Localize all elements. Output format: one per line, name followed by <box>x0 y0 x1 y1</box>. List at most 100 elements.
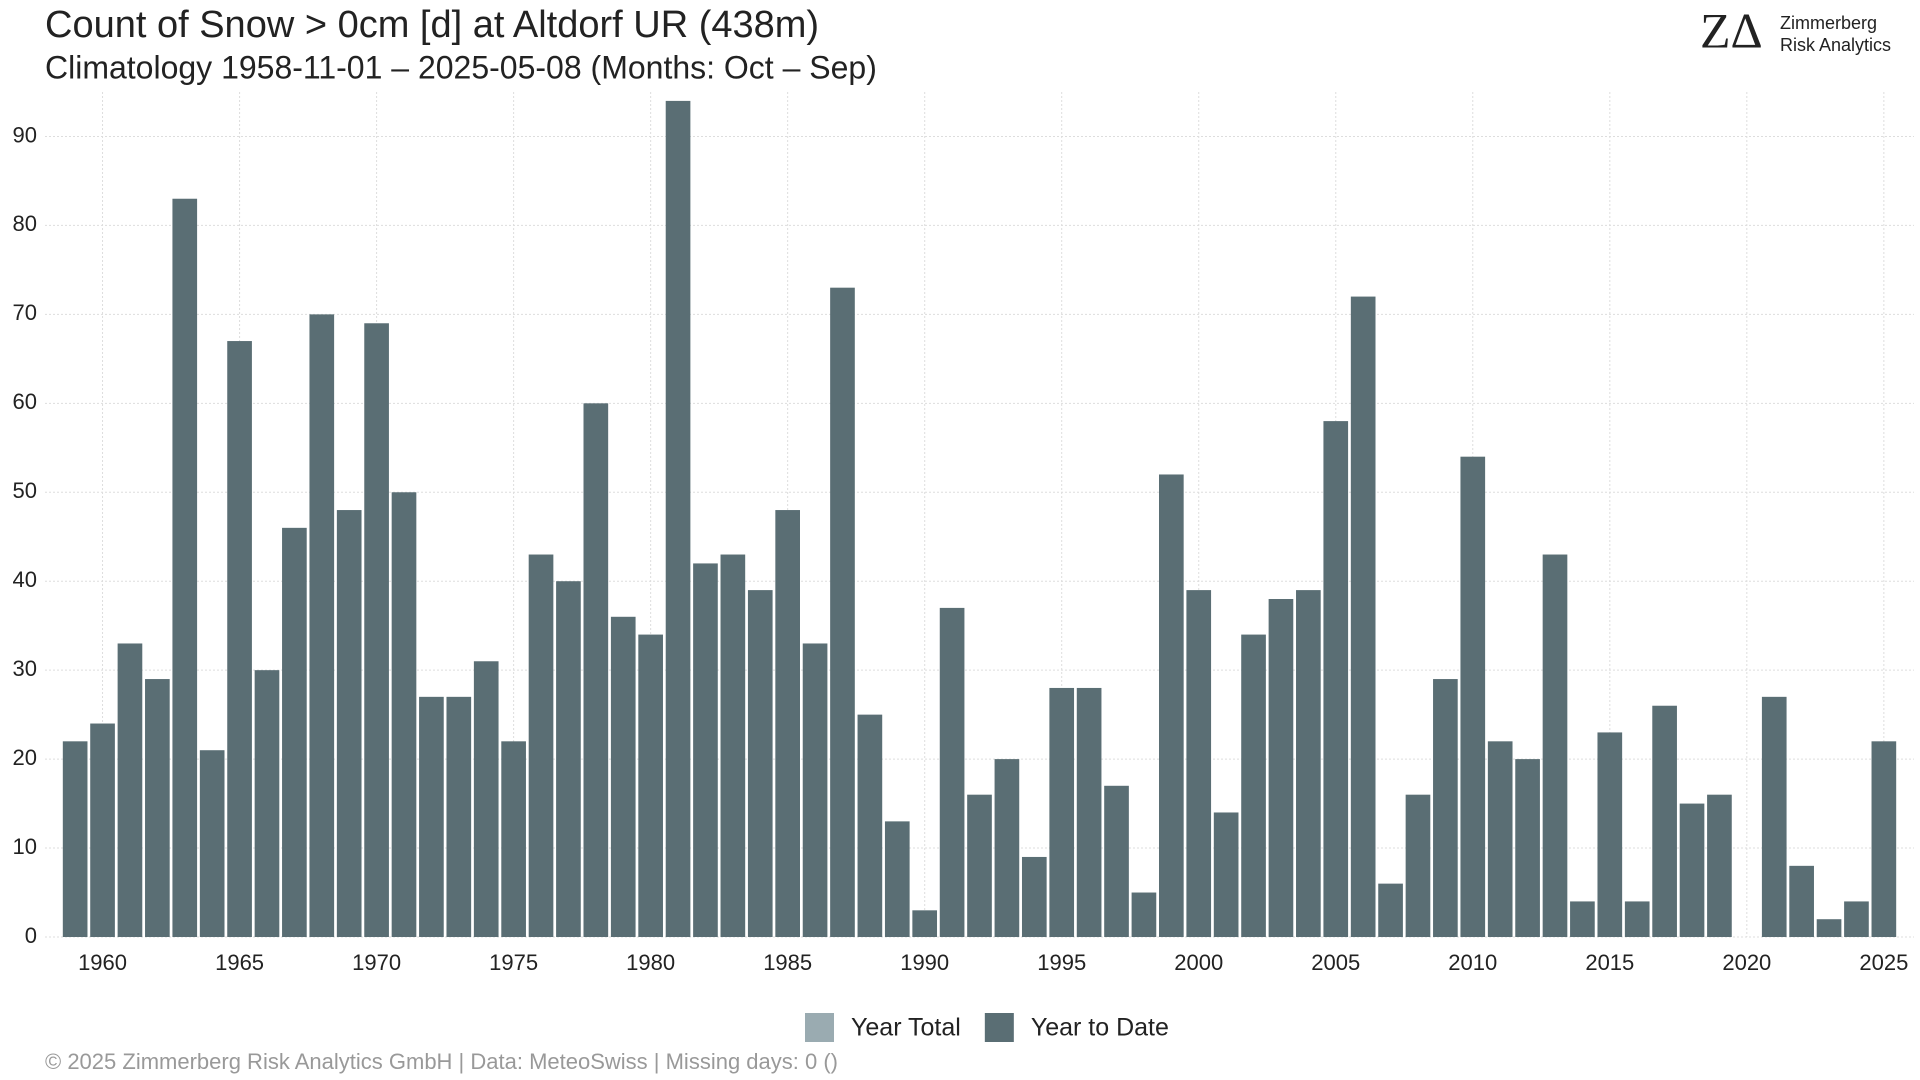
bar <box>1679 803 1705 937</box>
bar <box>1049 687 1075 937</box>
bar <box>1076 687 1102 937</box>
bar <box>720 554 746 937</box>
bar <box>1104 785 1129 937</box>
bar <box>391 492 417 937</box>
bar <box>446 696 472 937</box>
bar <box>336 510 362 937</box>
x-tick-label: 1990 <box>900 950 949 975</box>
x-tick-label: 1975 <box>489 950 538 975</box>
y-tick-label: 20 <box>13 745 37 770</box>
bar <box>528 554 554 937</box>
bar <box>556 581 581 937</box>
bar <box>1542 554 1568 937</box>
legend-swatch <box>984 1013 1014 1042</box>
bar <box>830 287 855 937</box>
bar <box>802 643 828 937</box>
x-tick-label: 2005 <box>1311 950 1360 975</box>
bar <box>638 634 663 937</box>
x-tick-label: 1985 <box>763 950 812 975</box>
bar <box>282 527 307 937</box>
x-tick-label: 1960 <box>78 950 127 975</box>
bar <box>1159 474 1184 937</box>
bar <box>117 643 143 937</box>
bar <box>90 723 115 937</box>
bar <box>747 590 773 937</box>
bar <box>939 607 965 937</box>
x-tick-label: 2015 <box>1585 950 1634 975</box>
bar <box>1323 421 1349 938</box>
bar <box>1460 456 1486 937</box>
bar <box>62 741 88 937</box>
bar <box>145 679 170 937</box>
bar <box>1844 901 1869 937</box>
y-tick-label: 80 <box>13 211 37 236</box>
bar <box>227 341 252 938</box>
bar <box>1296 590 1321 937</box>
x-tick-label: 1995 <box>1037 950 1086 975</box>
y-tick-label: 30 <box>13 656 37 681</box>
bar <box>1213 812 1239 937</box>
bar <box>583 403 609 937</box>
x-tick-label: 1980 <box>626 950 675 975</box>
bar <box>364 323 389 937</box>
x-tick-label: 1970 <box>352 950 401 975</box>
legend-label: Year to Date <box>1031 1014 1169 1042</box>
bar <box>1487 741 1513 937</box>
legend-label: Year Total <box>851 1014 961 1042</box>
y-tick-label: 70 <box>13 300 37 325</box>
x-tick-label: 2000 <box>1174 950 1223 975</box>
x-tick-label: 2020 <box>1722 950 1771 975</box>
bar <box>1597 732 1623 937</box>
y-tick-label: 40 <box>13 567 37 592</box>
bar <box>994 759 1020 937</box>
y-tick-label: 0 <box>25 923 37 948</box>
bar <box>1350 296 1376 937</box>
logo-mark: ZΔ <box>1700 2 1763 58</box>
bar <box>1241 634 1266 937</box>
bar <box>309 314 335 937</box>
bar <box>1761 696 1787 937</box>
bar <box>1378 883 1403 937</box>
bar <box>199 750 225 937</box>
bar <box>473 661 499 937</box>
bar <box>665 100 691 938</box>
bar <box>1624 901 1650 937</box>
bar <box>1515 759 1540 937</box>
bar <box>1789 865 1814 937</box>
bar <box>610 616 636 937</box>
bar <box>1433 679 1458 937</box>
logo-line2: Risk Analytics <box>1780 35 1891 55</box>
logo-line1: Zimmerberg <box>1780 13 1877 33</box>
bar <box>1186 590 1212 937</box>
footer: © 2025 Zimmerberg Risk Analytics GmbH | … <box>45 1049 838 1074</box>
bar <box>912 910 938 937</box>
bar <box>1405 794 1431 937</box>
x-tick-label: 2010 <box>1448 950 1497 975</box>
bar <box>1570 901 1595 937</box>
y-tick-label: 10 <box>13 834 37 859</box>
bar <box>884 821 910 937</box>
chart-title: Count of Snow > 0cm [d] at Altdorf UR (4… <box>45 4 819 46</box>
y-tick-label: 90 <box>13 122 37 147</box>
bar <box>419 696 444 937</box>
bar <box>1816 919 1842 937</box>
y-tick-label: 60 <box>13 389 37 414</box>
x-tick-label: 2025 <box>1859 950 1908 975</box>
bar <box>1021 856 1047 937</box>
bar <box>1131 892 1157 937</box>
bar <box>693 563 718 937</box>
bar <box>1268 599 1294 937</box>
chart-subtitle: Climatology 1958-11-01 – 2025-05-08 (Mon… <box>45 49 877 85</box>
bar <box>501 741 526 937</box>
bar <box>172 198 198 938</box>
bar <box>1707 794 1732 937</box>
bar <box>1652 705 1677 937</box>
bar <box>775 510 800 937</box>
bar <box>254 670 280 937</box>
bar <box>857 714 883 937</box>
x-tick-label: 1965 <box>215 950 264 975</box>
bar <box>967 794 992 937</box>
bar <box>1871 741 1897 937</box>
legend-swatch <box>805 1013 834 1042</box>
